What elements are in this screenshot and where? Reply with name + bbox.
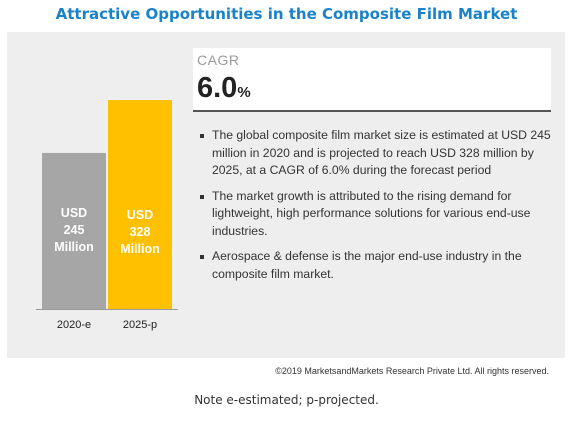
chart-title: Attractive Opportunities in the Composit… xyxy=(55,5,518,23)
bar-value-label-line: USD xyxy=(126,208,154,222)
bar-value-label-line: Million xyxy=(54,240,94,254)
bar-value-label-line: USD xyxy=(60,206,88,220)
bar-2020-e xyxy=(42,152,106,309)
cagr-divider xyxy=(193,110,551,112)
cagr-label: CAGR xyxy=(197,52,240,68)
cagr-value: 6.0% xyxy=(197,72,251,105)
copyright: ©2019 MarketsandMarkets Research Private… xyxy=(275,366,549,376)
cagr-unit: % xyxy=(237,84,251,101)
bullet-end-use: Aerospace & defense is the major end-use… xyxy=(197,248,552,283)
bullet-list: The global composite film market size is… xyxy=(197,127,552,291)
bar-value-label-2025-p: USD 328 Million xyxy=(108,207,172,258)
cagr-number: 6.0 xyxy=(197,72,238,104)
bullet-growth-driver: The market growth is attributed to the r… xyxy=(197,188,552,241)
bullet-market-size: The global composite film market size is… xyxy=(197,127,552,180)
bar-value-label-line: Million xyxy=(120,242,160,256)
bar-2025-p xyxy=(108,100,172,310)
bar-value-label-2020-e: USD 245 Million xyxy=(42,205,106,256)
footnote: Note e-estimated; p-projected. xyxy=(194,393,379,407)
bar-value-label-line: 245 xyxy=(63,223,85,237)
cagr-block: CAGR 6.0% xyxy=(193,48,551,110)
category-label-2020-e: 2020-e xyxy=(56,319,92,331)
category-label-2025-p: 2025-p xyxy=(122,319,158,331)
bar-value-label-line: 328 xyxy=(129,225,151,239)
